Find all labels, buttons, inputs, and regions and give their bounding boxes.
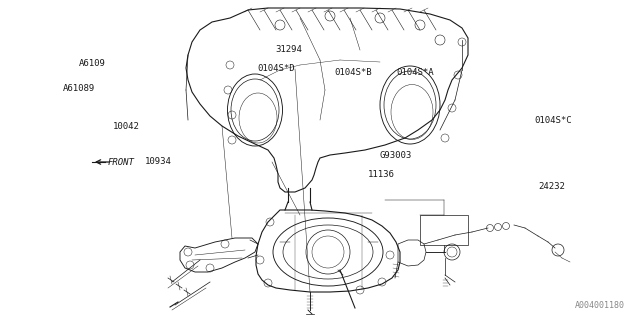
Text: A61089: A61089: [63, 84, 95, 93]
Text: 0104S*B: 0104S*B: [335, 68, 372, 76]
Text: 0104S*A: 0104S*A: [396, 68, 433, 76]
Text: 11136: 11136: [367, 170, 394, 179]
Text: 24232: 24232: [538, 182, 565, 191]
Text: 0104S*C: 0104S*C: [534, 116, 572, 124]
Text: 10042: 10042: [113, 122, 140, 131]
Text: 10934: 10934: [145, 157, 172, 166]
Text: 0104S*D: 0104S*D: [258, 64, 295, 73]
Text: G93003: G93003: [380, 151, 412, 160]
Text: A6109: A6109: [79, 59, 106, 68]
Text: FRONT: FRONT: [108, 158, 134, 167]
Text: A004001180: A004001180: [575, 301, 625, 310]
Text: 31294: 31294: [276, 45, 303, 54]
